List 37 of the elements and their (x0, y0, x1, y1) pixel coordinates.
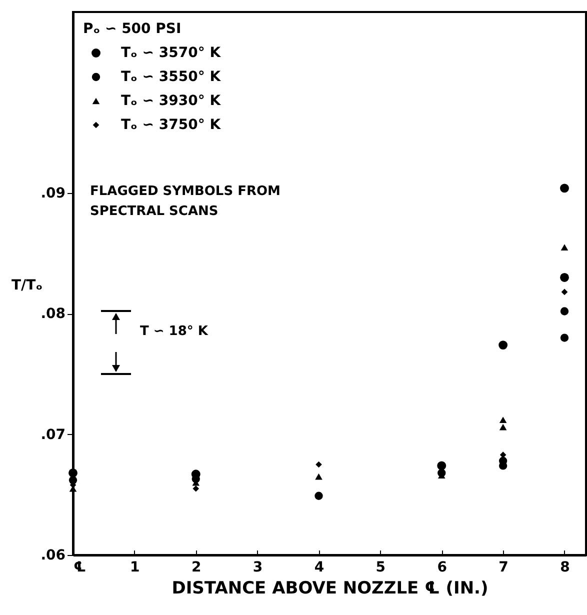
legend-label: Tₒ ∽ 3750° K (121, 117, 222, 133)
x-tick-label: 8 (560, 560, 570, 576)
x-tick-label: 6 (437, 560, 447, 576)
point (498, 340, 508, 350)
y-tick-label: .09 (40, 186, 66, 202)
point (499, 424, 507, 430)
x-tick-label: ℄ (74, 560, 86, 576)
point (315, 473, 322, 480)
legend-label: Tₒ ∽ 3930° K (121, 93, 222, 109)
x-tick-label: 4 (314, 560, 324, 576)
y-tick-label: .07 (40, 426, 66, 443)
point (560, 307, 569, 316)
point (560, 184, 569, 193)
annotation: T ∽ 18° K (140, 324, 209, 339)
legend-title: Pₒ ∽ 500 PSI (83, 21, 182, 37)
y-tick-label: .06 (40, 548, 66, 564)
legend-label: Tₒ ∽ 3550° K (121, 69, 222, 85)
x-axis-title: DISTANCE ABOVE NOZZLE ℄ (IN.) (172, 578, 488, 598)
point (561, 288, 568, 296)
y-axis-title: T/Tₒ (12, 278, 43, 294)
annotation: FLAGGED SYMBOLS FROM SPECTRAL SCANS (90, 184, 280, 219)
y-tick-label: .08 (40, 306, 66, 322)
point (68, 468, 78, 478)
x-tick-label: 1 (130, 560, 140, 576)
point (560, 273, 569, 282)
point (560, 244, 568, 250)
x-tick-label: 7 (498, 560, 508, 576)
legend-label: Tₒ ∽ 3570° K (121, 45, 222, 61)
x-tick-label: 3 (252, 560, 263, 576)
point (437, 461, 446, 470)
point (560, 334, 569, 342)
x-tick-label: 5 (376, 560, 386, 576)
point (192, 485, 200, 492)
point (314, 492, 323, 500)
x-tick-label: 2 (192, 560, 202, 576)
point (316, 461, 322, 468)
point (499, 416, 507, 424)
